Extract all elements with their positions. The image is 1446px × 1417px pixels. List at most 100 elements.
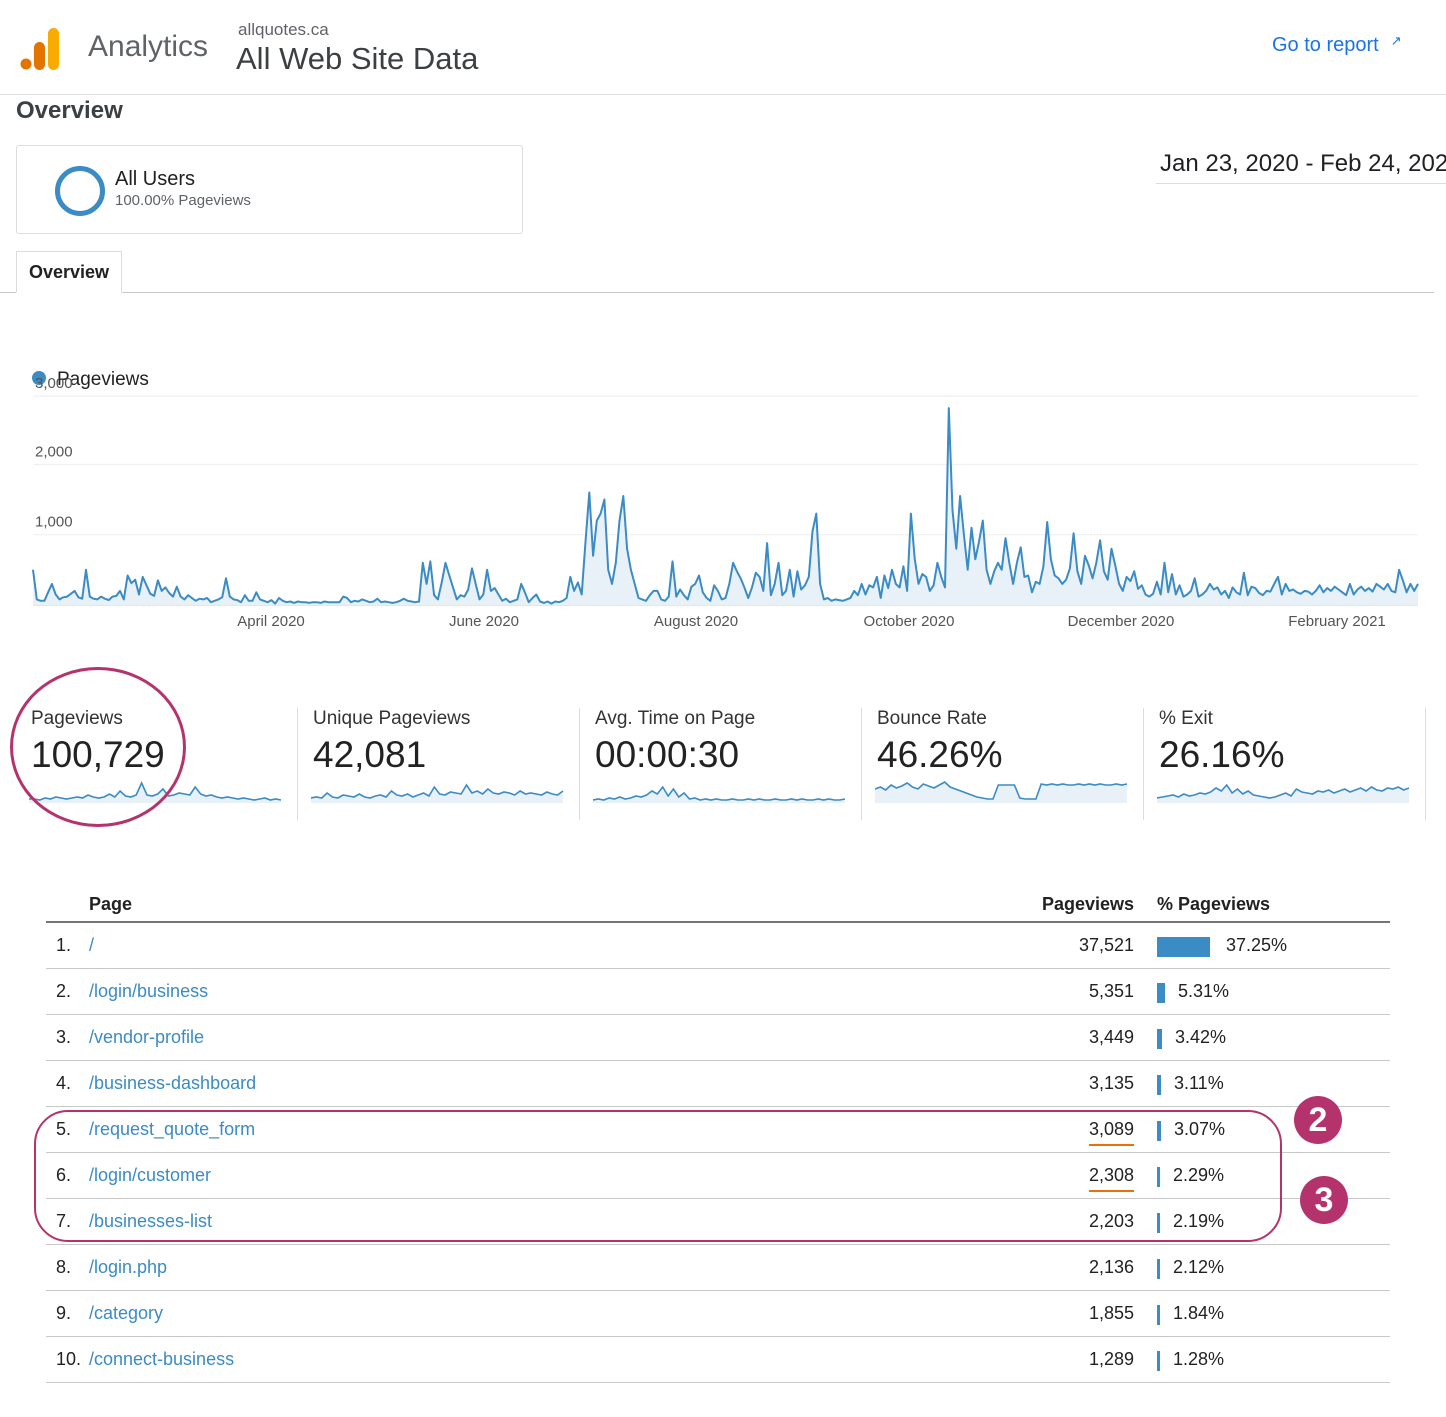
sparkline-area: [311, 785, 563, 803]
row-rank: 9.: [56, 1303, 72, 1323]
annotation-badge-2: 2: [1294, 1096, 1342, 1144]
product-name: Analytics: [88, 30, 209, 63]
column-header-pct-pageviews[interactable]: % Pageviews: [1157, 894, 1271, 914]
legend-label[interactable]: Pageviews: [57, 369, 149, 390]
y-tick-label: 1,000: [35, 514, 73, 531]
sparkline-line: [1157, 783, 1410, 799]
table-row[interactable]: 3. /vendor-profile 3,449 3.42%: [46, 1015, 1390, 1061]
metric-label: Unique Pageviews: [313, 708, 471, 729]
segment-meta: 100.00% Pageviews: [115, 192, 251, 209]
metric-tile-3[interactable]: Avg. Time on Page 00:00:30: [581, 704, 863, 820]
page-link[interactable]: /login/customer: [89, 1165, 212, 1185]
sparkline-area: [593, 787, 845, 803]
pct-bar: [1157, 1351, 1160, 1371]
metric-separator: [861, 708, 862, 820]
sparkline-line: [875, 781, 1128, 800]
metric-sparkline: [875, 781, 1128, 803]
metric-value: 26.16%: [1159, 734, 1285, 775]
page-link[interactable]: /vendor-profile: [89, 1027, 205, 1047]
pct-bar: [1157, 1121, 1161, 1141]
page-link[interactable]: /: [89, 935, 95, 955]
table-row[interactable]: 4. /business-dashboard 3,135 3.11%: [46, 1061, 1390, 1107]
metric-separator: [579, 708, 580, 820]
column-header-page[interactable]: Page: [89, 894, 133, 914]
table-row[interactable]: 6. /login/customer 2,308 2.29%: [46, 1153, 1390, 1199]
table-row[interactable]: 2. /login/business 5,351 5.31%: [46, 969, 1390, 1015]
x-tick-label: October 2020: [864, 613, 955, 630]
page-link[interactable]: /request_quote_form: [89, 1119, 256, 1139]
row-rank: 4.: [56, 1073, 72, 1093]
pageviews-value: 3,089: [1088, 1119, 1134, 1146]
page-link[interactable]: /category: [89, 1303, 164, 1323]
metric-sparkline: [593, 785, 846, 803]
external-link-icon: ↗: [1390, 33, 1402, 48]
date-range-picker[interactable]: Jan 23, 2020 - Feb 24, 2021: [1160, 150, 1446, 177]
table-row[interactable]: 7./businesses-list 2,203 2.19%: [46, 1199, 1390, 1245]
x-tick-label: June 2020: [449, 613, 519, 630]
metric-tile-2[interactable]: Unique Pageviews 42,081: [299, 704, 581, 820]
row-rank: 6.: [56, 1165, 72, 1185]
annotation-circle: [10, 667, 186, 827]
sparkline-line: [593, 785, 846, 801]
pct-value: 3.07%: [1174, 1119, 1226, 1139]
table-row[interactable]: 5./request_quote_form 3,089 3.07%: [46, 1107, 1390, 1153]
page-title: Overview: [16, 97, 123, 124]
pct-value: 2.19%: [1173, 1211, 1225, 1231]
table-row[interactable]: 9. /category 1,855 1.84%: [46, 1291, 1390, 1337]
x-tick-label: April 2020: [237, 613, 305, 630]
series-area-pageviews: [33, 408, 1418, 605]
tab-overview[interactable]: Overview: [16, 251, 122, 293]
metric-tile-4[interactable]: Bounce Rate 46.26%: [863, 704, 1145, 820]
metric-sparkline: [1157, 783, 1410, 803]
header-divider: [0, 94, 1446, 95]
go-to-report-link[interactable]: Go to report ↗: [1272, 33, 1402, 57]
metric-value: 00:00:30: [595, 734, 740, 775]
pageviews-value: 5,351: [1088, 981, 1134, 1001]
pct-bar: [1157, 1213, 1160, 1233]
page-link[interactable]: /business-dashboard: [89, 1073, 257, 1093]
sparkline-line: [311, 783, 564, 799]
x-tick-label: August 2020: [654, 613, 738, 630]
x-tick-label: December 2020: [1068, 613, 1175, 630]
pct-bar: [1157, 1075, 1161, 1095]
row-rank: 2.: [56, 981, 72, 1001]
page-link[interactable]: /login.php: [89, 1257, 168, 1277]
property-name[interactable]: allquotes.ca: [238, 20, 329, 39]
table-header-divider: [46, 921, 1390, 923]
pageviews-value: 3,449: [1088, 1027, 1134, 1047]
y-tick-label: 3,000: [35, 375, 73, 392]
sparkline-area: [875, 782, 1127, 803]
x-tick-label: February 2021: [1288, 613, 1386, 630]
page-link[interactable]: /login/business: [89, 981, 209, 1001]
pageviews-value: 2,136: [1088, 1257, 1134, 1277]
column-header-pageviews[interactable]: Pageviews: [1041, 894, 1134, 914]
metric-separator: [297, 708, 298, 820]
pct-value: 2.12%: [1173, 1257, 1225, 1277]
table-row[interactable]: 1. / 37,521 37.25%: [46, 923, 1390, 969]
series-line-pageviews[interactable]: [32, 407, 1419, 605]
metric-sparkline: [311, 783, 564, 803]
table-row[interactable]: 10. /connect-business 1,289 1.28%: [46, 1337, 1390, 1383]
pct-bar: [1157, 937, 1210, 957]
page-link[interactable]: /businesses-list: [89, 1211, 213, 1231]
pageviews-value: 1,289: [1088, 1349, 1134, 1369]
pageviews-value: 3,135: [1088, 1073, 1134, 1093]
segment-card[interactable]: All Users 100.00% Pageviews: [16, 145, 523, 234]
metric-label: Avg. Time on Page: [595, 708, 756, 729]
table-row[interactable]: 8. /login.php 2,136 2.12%: [46, 1245, 1390, 1291]
view-name[interactable]: All Web Site Data: [236, 41, 479, 76]
metric-tile-5[interactable]: % Exit 26.16%: [1145, 704, 1427, 820]
segment-name: All Users: [115, 168, 196, 190]
go-to-report-label: Go to report: [1272, 34, 1379, 56]
annotation-badge-3: 3: [1300, 1176, 1348, 1224]
row-rank: 10.: [56, 1349, 82, 1369]
pct-value: 1.28%: [1173, 1349, 1225, 1369]
metric-value: 42,081: [313, 734, 427, 775]
metric-separator: [1143, 708, 1144, 820]
row-rank: 3.: [56, 1027, 72, 1047]
row-rank: 1.: [56, 935, 72, 955]
pageviews-value: 2,308: [1088, 1165, 1134, 1192]
page-link[interactable]: /connect-business: [89, 1349, 235, 1369]
annotation-box: [34, 1110, 1282, 1242]
